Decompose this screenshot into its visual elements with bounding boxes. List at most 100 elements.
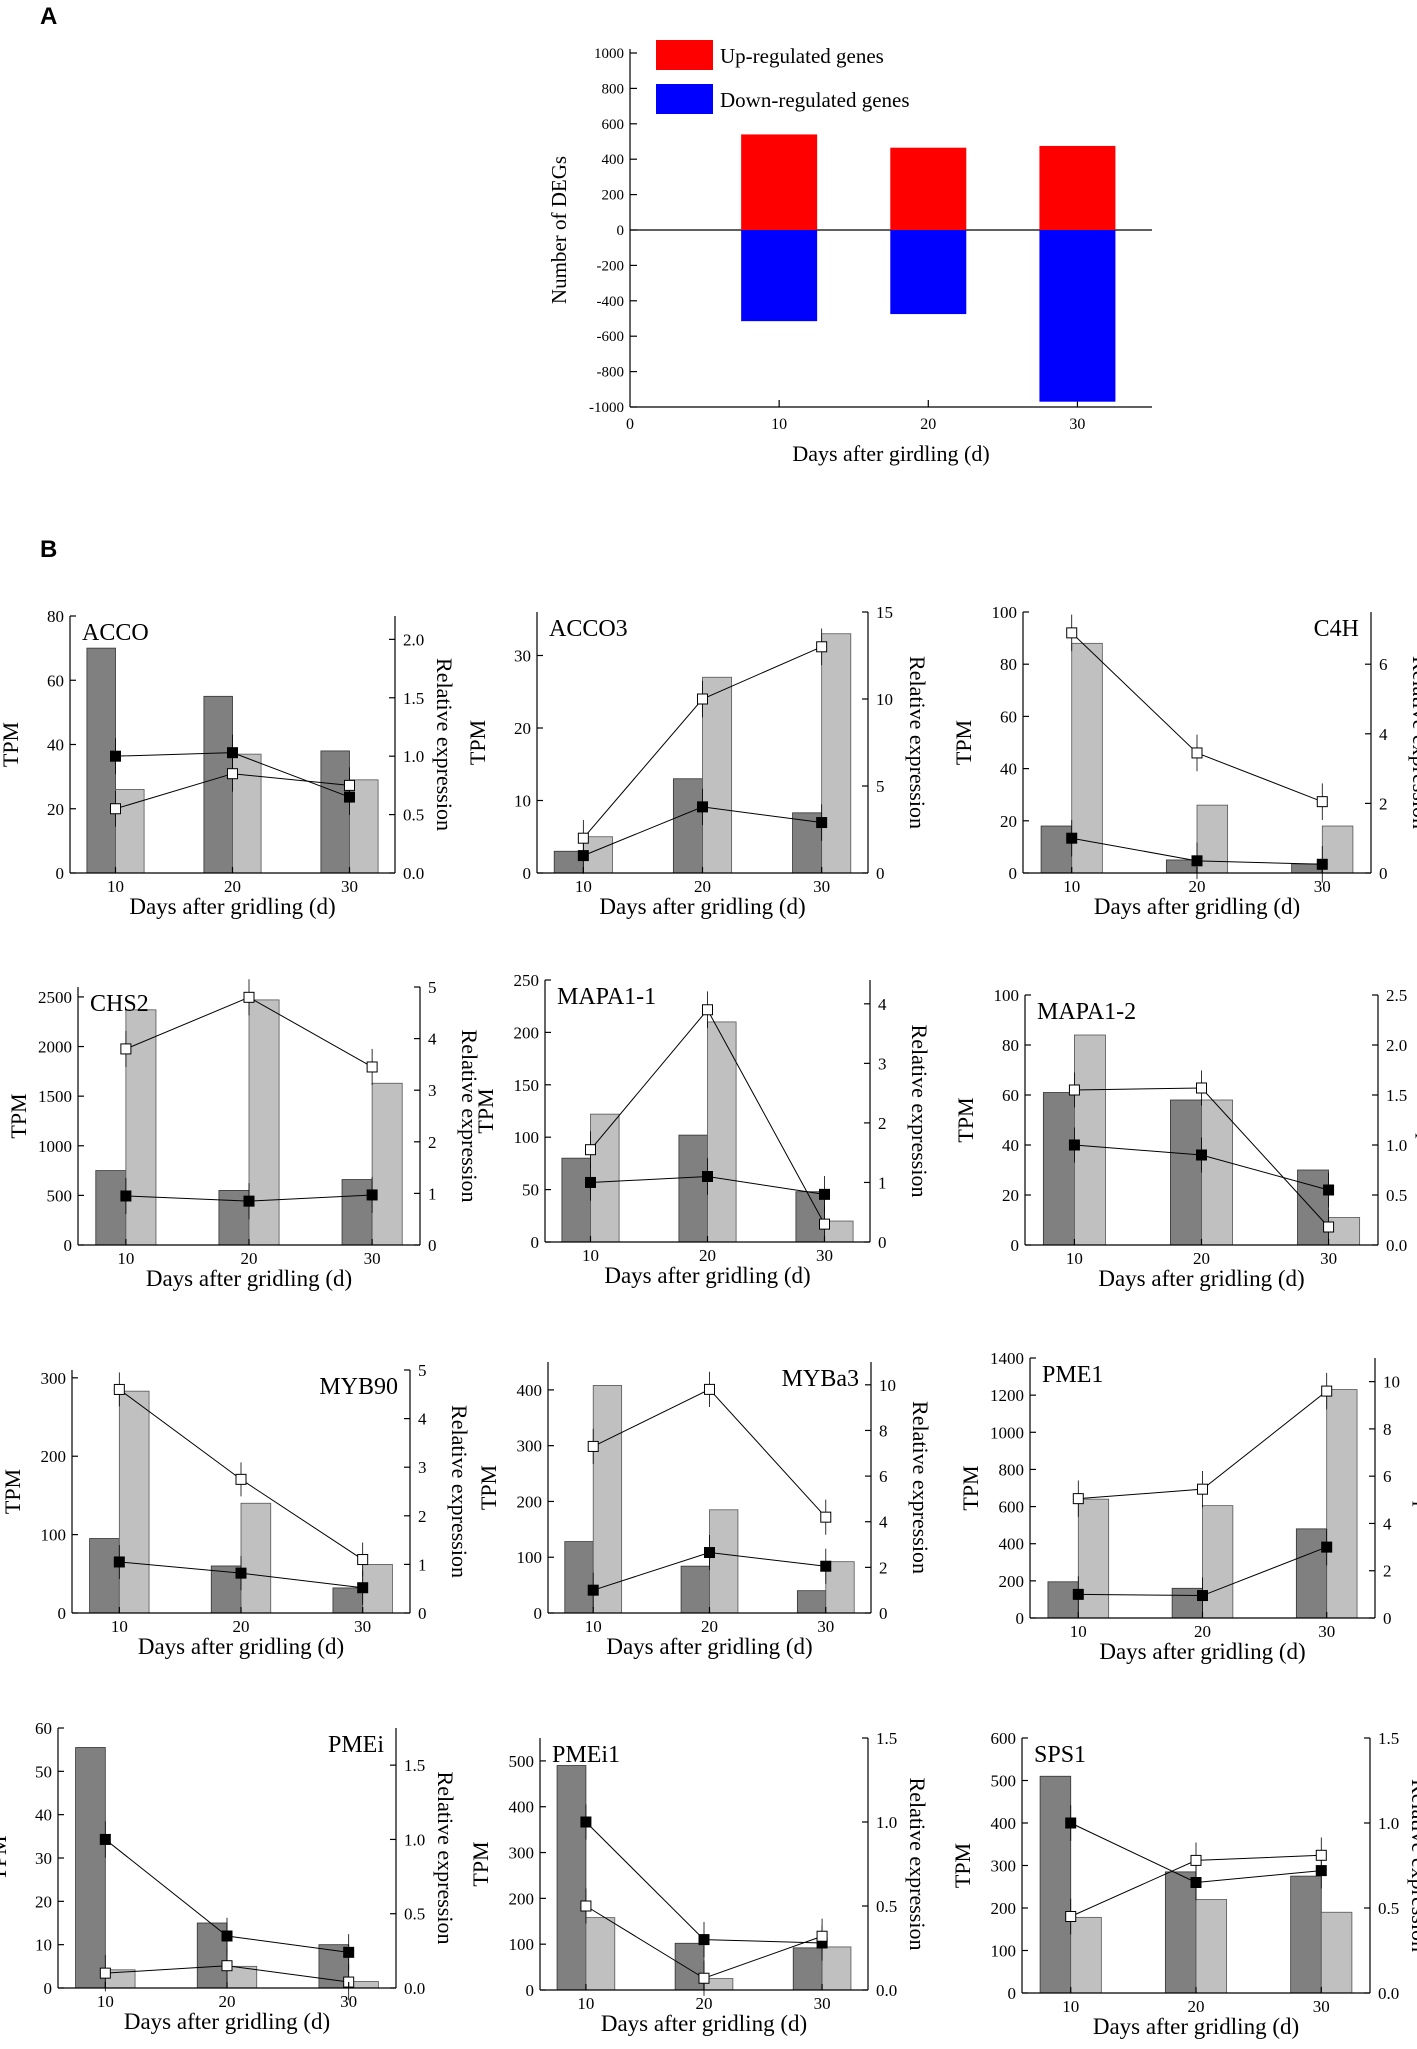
tpm-bar-dark bbox=[320, 750, 350, 874]
left-y-tick-label: 40 bbox=[1000, 760, 1017, 779]
tpm-bar-light bbox=[592, 1385, 623, 1614]
marker-filled-square bbox=[1323, 1184, 1335, 1196]
right-y-tick-label: 2.0 bbox=[1386, 1036, 1407, 1055]
left-y-tick-label: 200 bbox=[991, 1899, 1017, 1918]
x-tick-label: 20 bbox=[701, 1617, 718, 1636]
right-y-tick-label: 10 bbox=[1383, 1373, 1400, 1392]
marker-open-square bbox=[1316, 796, 1328, 808]
right-y-tick-label: 4 bbox=[428, 1030, 437, 1049]
y-tick-label: 600 bbox=[602, 117, 625, 133]
tpm-bar-dark bbox=[203, 695, 233, 874]
marker-open-square bbox=[366, 1061, 378, 1073]
marker-open-square bbox=[816, 1930, 828, 1942]
gene-panel-myba3: 0 100 200 300 400 0 2 4 6 8 10 10 20 30 Days after gri… bbox=[476, 1362, 933, 1659]
right-y-tick-label: 0 bbox=[1383, 1609, 1392, 1628]
marker-filled-square bbox=[1197, 1590, 1208, 1602]
marker-open-square bbox=[819, 1218, 830, 1230]
gene-name-label: MAPA1-1 bbox=[557, 984, 656, 1010]
marker-filled-square bbox=[1066, 832, 1078, 844]
tpm-bar-dark bbox=[1170, 1099, 1202, 1246]
right-y-tick-label: 3 bbox=[428, 1081, 437, 1100]
marker-filled-square bbox=[357, 1582, 369, 1594]
tpm-bar-dark bbox=[89, 1538, 120, 1614]
marker-filled-square bbox=[585, 1176, 596, 1188]
right-y-tick-label: 2.0 bbox=[403, 630, 424, 649]
left-y-tick-label: 0 bbox=[44, 1979, 53, 1998]
gene-name-label: C4H bbox=[1314, 616, 1359, 642]
tpm-bar-dark bbox=[672, 778, 703, 874]
marker-open-square bbox=[1321, 1385, 1333, 1397]
right-y-tick-label: 1.5 bbox=[1386, 1086, 1407, 1105]
marker-open-square bbox=[113, 1383, 125, 1395]
right-y-tick-label: 5 bbox=[428, 978, 437, 997]
left-axis-title: TPM bbox=[953, 1097, 978, 1142]
right-y-tick-label: 2 bbox=[418, 1507, 427, 1526]
left-y-tick-label: 80 bbox=[1000, 655, 1017, 674]
x-axis-title: Days after gridling (d) bbox=[138, 1634, 344, 1659]
left-y-tick-label: 20 bbox=[514, 719, 531, 738]
right-axis-title: Relative expression bbox=[457, 1030, 482, 1203]
right-y-tick-label: 3 bbox=[878, 1054, 887, 1073]
right-y-tick-label: 1.5 bbox=[1378, 1729, 1399, 1748]
left-y-tick-label: 400 bbox=[999, 1535, 1025, 1554]
x-axis-title: Days after gridling (d) bbox=[1093, 2014, 1299, 2039]
tpm-bar-light bbox=[1070, 1916, 1102, 1994]
tpm-bar-dark bbox=[1047, 1581, 1079, 1619]
x-axis-title: Days after gridling (d) bbox=[599, 894, 805, 919]
right-y-tick-label: 0 bbox=[878, 1233, 887, 1252]
tpm-bar-dark bbox=[680, 1565, 710, 1614]
x-tick-label: 20 bbox=[920, 416, 936, 433]
left-axis-title: TPM bbox=[950, 1843, 975, 1888]
tpm-bar-light bbox=[240, 1502, 272, 1614]
left-y-tick-label: 60 bbox=[47, 671, 64, 690]
gene-panel-acco: 0 20 40 60 80 0.0 0.5 1.0 1.5 2.0 10 20 30 Days after… bbox=[0, 607, 457, 919]
x-tick-label: 10 bbox=[582, 1246, 599, 1265]
marker-open-square bbox=[1197, 1483, 1208, 1495]
right-y-tick-label: 1.5 bbox=[403, 689, 424, 708]
x-axis-title: Days after gridling (d) bbox=[129, 894, 335, 919]
marker-filled-square bbox=[698, 1934, 710, 1946]
y-tick-label: 400 bbox=[602, 152, 625, 168]
up-regulated-bar bbox=[890, 147, 967, 230]
marker-open-square bbox=[227, 768, 238, 780]
tpm-bar-dark bbox=[95, 1170, 127, 1246]
left-y-tick-label: 600 bbox=[999, 1498, 1025, 1517]
marker-open-square bbox=[120, 1043, 132, 1055]
left-y-tick-label: 200 bbox=[509, 1889, 535, 1908]
right-y-tick-label: 0 bbox=[879, 1604, 888, 1623]
marker-filled-square bbox=[580, 1816, 592, 1828]
x-tick-label: 20 bbox=[694, 877, 711, 896]
right-y-tick-label: 1 bbox=[878, 1173, 887, 1192]
left-axis-title: TPM bbox=[473, 1088, 498, 1133]
marker-filled-square bbox=[704, 1547, 715, 1559]
left-y-tick-label: 200 bbox=[41, 1447, 67, 1466]
marker-filled-square bbox=[366, 1189, 378, 1201]
left-y-tick-label: 300 bbox=[517, 1437, 543, 1456]
gene-panel-pmei1: 0 100 200 300 400 500 0.0 0.5 1.0 1.5 10 20 30 Days a… bbox=[468, 1729, 930, 2036]
up-regulated-bar bbox=[1039, 145, 1116, 230]
right-y-tick-label: 4 bbox=[879, 1513, 888, 1532]
left-y-tick-label: 0 bbox=[1009, 864, 1018, 883]
left-y-tick-label: 60 bbox=[35, 1719, 52, 1738]
right-y-tick-label: 0 bbox=[428, 1236, 437, 1255]
marker-open-square bbox=[1065, 1911, 1077, 1922]
x-tick-label: 30 bbox=[1313, 1997, 1330, 2016]
marker-filled-square bbox=[1321, 1541, 1333, 1553]
left-axis-title: TPM bbox=[6, 1093, 31, 1138]
x-tick-label: 10 bbox=[1062, 1997, 1079, 2016]
tpm-bar-light bbox=[709, 1509, 739, 1614]
left-axis-title: TPM bbox=[476, 1465, 501, 1510]
left-y-tick-label: 80 bbox=[47, 607, 64, 626]
left-y-tick-label: 150 bbox=[514, 1076, 540, 1095]
gene-name-label: ACCO bbox=[82, 620, 149, 646]
right-y-tick-label: 0 bbox=[1379, 864, 1388, 883]
right-y-tick-label: 1.0 bbox=[1386, 1136, 1407, 1155]
marker-open-square bbox=[110, 803, 121, 815]
right-y-tick-label: 2.5 bbox=[1386, 986, 1407, 1005]
left-axis-title: TPM bbox=[468, 1841, 493, 1886]
marker-filled-square bbox=[221, 1930, 233, 1942]
x-tick-label: 30 bbox=[340, 1992, 357, 2011]
right-y-tick-label: 1.0 bbox=[1378, 1814, 1399, 1833]
x-tick-label: 30 bbox=[354, 1617, 371, 1636]
